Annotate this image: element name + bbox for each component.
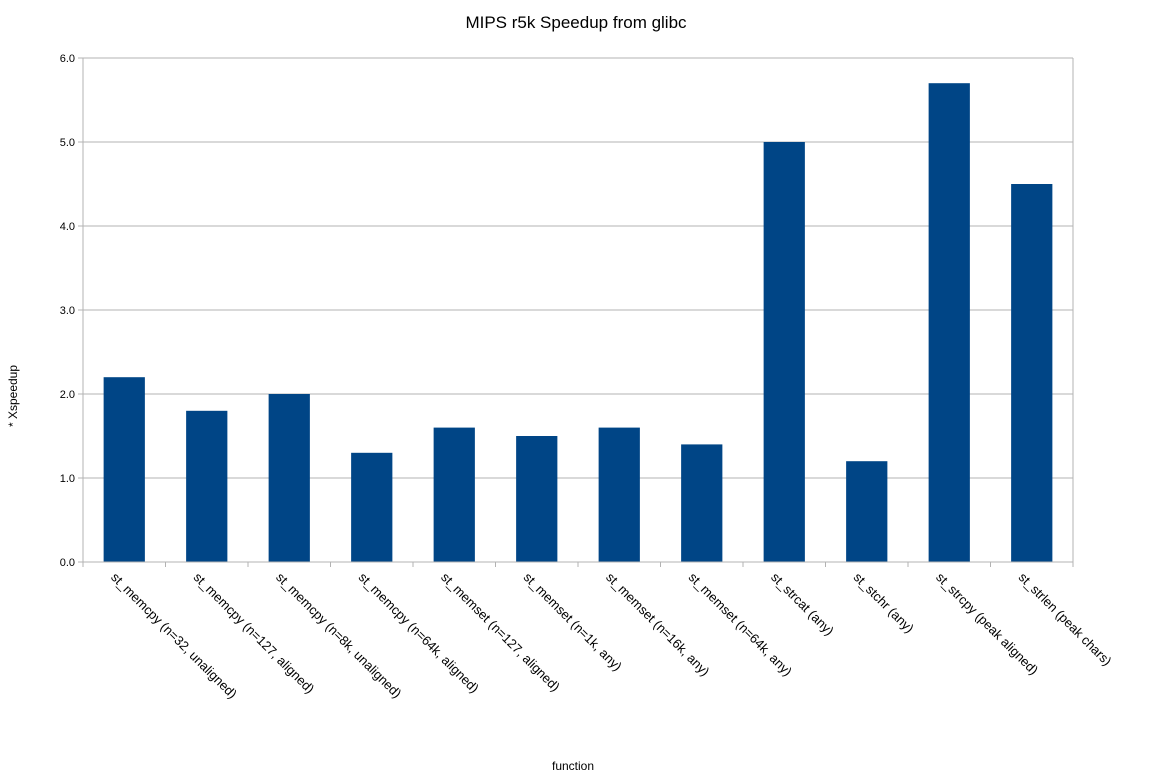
y-tick-label: 5.0	[60, 137, 75, 149]
bar	[186, 410, 228, 562]
bar	[681, 444, 723, 562]
bar	[268, 394, 310, 562]
bar	[1011, 184, 1053, 562]
y-tick-label: 6.0	[60, 53, 75, 65]
y-tick-label: 3.0	[60, 305, 75, 317]
x-axis-label: function	[552, 759, 594, 773]
y-tick-label: 2.0	[60, 389, 75, 401]
y-tick-label: 1.0	[60, 473, 75, 485]
bar	[928, 83, 970, 562]
x-tick-label: st_stchr (any)	[851, 570, 917, 636]
y-tick-label: 4.0	[60, 221, 75, 233]
x-axis-ticks: st_memcpy (n=32, unaligned)st_memcpy (n=…	[82, 561, 1115, 701]
bar	[763, 142, 805, 562]
bar	[103, 377, 145, 562]
bar	[351, 452, 393, 562]
bar	[846, 461, 888, 562]
gridlines	[82, 57, 1074, 563]
y-tick-label: 0.0	[60, 557, 75, 569]
y-axis-label: * Xspeedup	[6, 365, 20, 427]
x-tick-label: st_strlen (peak chars)	[1016, 570, 1115, 669]
bars	[103, 83, 1053, 562]
bar	[598, 427, 640, 562]
y-axis-ticks: 0.0 1.0 2.0 3.0 4.0 5.0 6.0	[60, 53, 83, 569]
bar	[433, 427, 475, 562]
x-tick-label: st_strcat (any)	[768, 570, 837, 639]
chart-title: MIPS r5k Speedup from glibc	[465, 13, 687, 32]
bar	[516, 436, 558, 562]
